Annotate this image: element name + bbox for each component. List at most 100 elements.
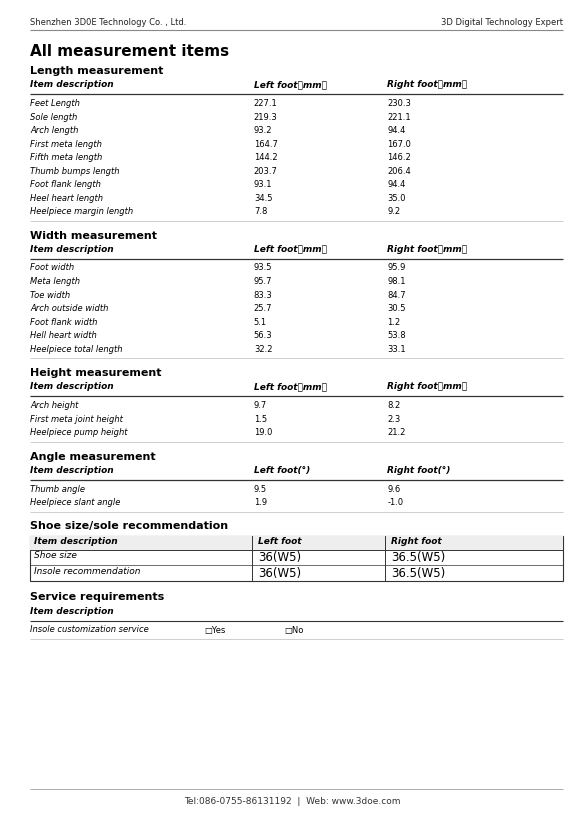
Text: 56.3: 56.3: [254, 331, 273, 340]
Text: 1.5: 1.5: [254, 414, 267, 423]
Text: 25.7: 25.7: [254, 304, 273, 313]
Text: Item description: Item description: [30, 244, 113, 253]
Text: 1.2: 1.2: [387, 318, 400, 327]
Text: 19.0: 19.0: [254, 428, 272, 437]
Text: 1.9: 1.9: [254, 498, 267, 507]
Text: 95.7: 95.7: [254, 277, 273, 286]
Text: All measurement items: All measurement items: [30, 44, 229, 59]
Text: 5.1: 5.1: [254, 318, 267, 327]
Text: Shoe size: Shoe size: [34, 551, 77, 560]
Text: Item description: Item description: [30, 80, 113, 89]
Text: Heel heart length: Heel heart length: [30, 194, 103, 203]
Text: Foot flank length: Foot flank length: [30, 180, 101, 189]
Text: 53.8: 53.8: [387, 331, 406, 340]
Text: Meta length: Meta length: [30, 277, 80, 286]
Text: 144.2: 144.2: [254, 153, 277, 162]
Text: 9.5: 9.5: [254, 484, 267, 493]
Text: 36.5(W5): 36.5(W5): [391, 567, 445, 580]
Text: 93.2: 93.2: [254, 126, 273, 135]
Text: 36(W5): 36(W5): [258, 551, 301, 565]
Text: 8.2: 8.2: [387, 401, 400, 410]
Text: 95.9: 95.9: [387, 264, 405, 273]
Text: □Yes: □Yes: [204, 626, 225, 635]
Text: Toe width: Toe width: [30, 291, 70, 300]
Text: □No: □No: [284, 626, 303, 635]
Text: Item description: Item description: [30, 382, 113, 391]
Text: First meta joint height: First meta joint height: [30, 414, 123, 423]
Text: Arch outside width: Arch outside width: [30, 304, 108, 313]
Text: Left foot: Left foot: [258, 538, 301, 547]
Text: Right foot（mm）: Right foot（mm）: [387, 80, 467, 89]
Text: 33.1: 33.1: [387, 345, 406, 354]
Text: Heelpiece margin length: Heelpiece margin length: [30, 207, 133, 216]
Text: 219.3: 219.3: [254, 113, 278, 122]
Text: Arch height: Arch height: [30, 401, 78, 410]
Text: 84.7: 84.7: [387, 291, 406, 300]
Text: 230.3: 230.3: [387, 99, 411, 108]
Text: Item description: Item description: [30, 606, 113, 615]
Text: Insole recommendation: Insole recommendation: [34, 567, 140, 576]
Text: Heelpiece total length: Heelpiece total length: [30, 345, 122, 354]
Text: Feet Length: Feet Length: [30, 99, 80, 108]
Text: Right foot: Right foot: [391, 538, 442, 547]
Text: Insole customization service: Insole customization service: [30, 626, 149, 635]
Text: Heelpiece slant angle: Heelpiece slant angle: [30, 498, 121, 507]
Text: 227.1: 227.1: [254, 99, 278, 108]
Bar: [30, 535, 563, 550]
Text: 30.5: 30.5: [387, 304, 405, 313]
Text: 164.7: 164.7: [254, 140, 278, 149]
Text: 93.1: 93.1: [254, 180, 273, 189]
Text: Length measurement: Length measurement: [30, 66, 163, 76]
Text: 146.2: 146.2: [387, 153, 411, 162]
Text: 9.6: 9.6: [387, 484, 400, 493]
Text: Left foot(°): Left foot(°): [254, 466, 310, 475]
Text: Item description: Item description: [34, 538, 118, 547]
Text: Right foot（mm）: Right foot（mm）: [387, 244, 467, 253]
Text: Foot width: Foot width: [30, 264, 74, 273]
Text: Arch length: Arch length: [30, 126, 78, 135]
Text: Left foot（mm）: Left foot（mm）: [254, 80, 327, 89]
Text: Right foot(°): Right foot(°): [387, 466, 450, 475]
Text: Left foot（mm）: Left foot（mm）: [254, 382, 327, 391]
Text: Left foot（mm）: Left foot（mm）: [254, 244, 327, 253]
Text: -1.0: -1.0: [387, 498, 403, 507]
Bar: [30, 535, 563, 581]
Text: 21.2: 21.2: [387, 428, 405, 437]
Text: 93.5: 93.5: [254, 264, 273, 273]
Text: Shenzhen 3D0E Technology Co. , Ltd.: Shenzhen 3D0E Technology Co. , Ltd.: [30, 18, 187, 27]
Text: 9.2: 9.2: [387, 207, 400, 216]
Text: Right foot（mm）: Right foot（mm）: [387, 382, 467, 391]
Text: 98.1: 98.1: [387, 277, 405, 286]
Text: Fifth meta length: Fifth meta length: [30, 153, 102, 162]
Text: 36(W5): 36(W5): [258, 567, 301, 580]
Text: 221.1: 221.1: [387, 113, 411, 122]
Text: Hell heart width: Hell heart width: [30, 331, 97, 340]
Text: Sole length: Sole length: [30, 113, 77, 122]
Text: 94.4: 94.4: [387, 126, 405, 135]
Text: Angle measurement: Angle measurement: [30, 452, 156, 462]
Text: Tel:086-0755-86131192  |  Web: www.3doe.com: Tel:086-0755-86131192 | Web: www.3doe.co…: [184, 797, 401, 806]
Text: 9.7: 9.7: [254, 401, 267, 410]
Text: Foot flank width: Foot flank width: [30, 318, 97, 327]
Text: 7.8: 7.8: [254, 207, 267, 216]
Text: Height measurement: Height measurement: [30, 368, 161, 378]
Text: 206.4: 206.4: [387, 167, 411, 176]
Text: 32.2: 32.2: [254, 345, 273, 354]
Text: 36.5(W5): 36.5(W5): [391, 551, 445, 565]
Text: 167.0: 167.0: [387, 140, 411, 149]
Text: Shoe size/sole recommendation: Shoe size/sole recommendation: [30, 521, 228, 532]
Text: First meta length: First meta length: [30, 140, 102, 149]
Text: 35.0: 35.0: [387, 194, 405, 203]
Text: 34.5: 34.5: [254, 194, 273, 203]
Text: Service requirements: Service requirements: [30, 592, 164, 602]
Text: 3D Digital Technology Expert: 3D Digital Technology Expert: [441, 18, 563, 27]
Text: Heelpiece pump height: Heelpiece pump height: [30, 428, 128, 437]
Text: 94.4: 94.4: [387, 180, 405, 189]
Text: 83.3: 83.3: [254, 291, 273, 300]
Text: Item description: Item description: [30, 466, 113, 475]
Text: Thumb angle: Thumb angle: [30, 484, 85, 493]
Text: 2.3: 2.3: [387, 414, 400, 423]
Text: Thumb bumps length: Thumb bumps length: [30, 167, 119, 176]
Text: 203.7: 203.7: [254, 167, 278, 176]
Text: Width measurement: Width measurement: [30, 230, 157, 240]
